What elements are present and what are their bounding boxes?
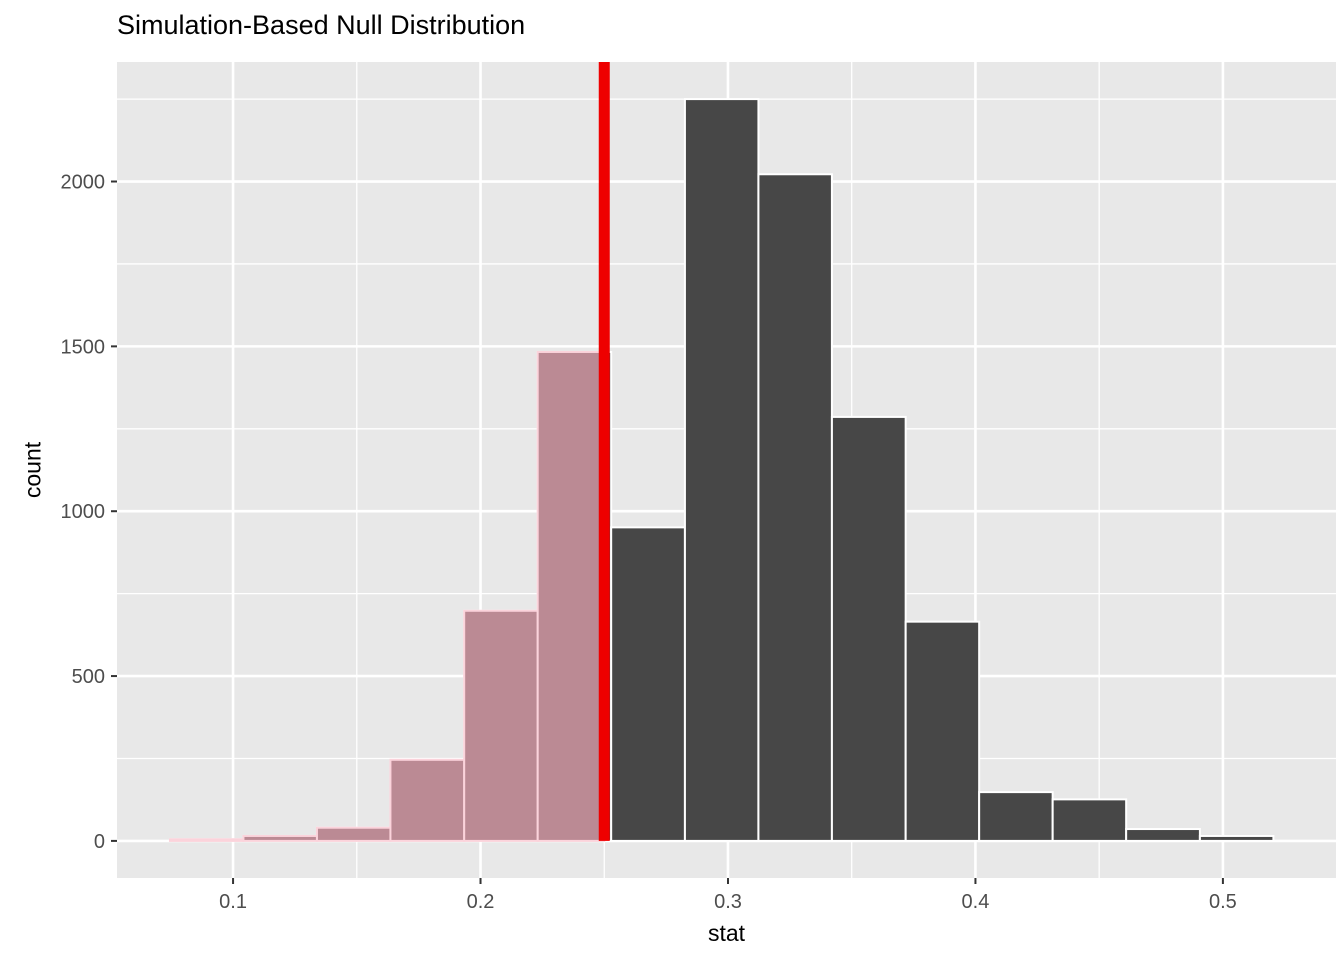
observed-stat-line [598, 62, 610, 841]
histogram-bar [1051, 798, 1128, 842]
histogram-bar [757, 173, 833, 842]
histogram-bar [1198, 834, 1275, 842]
y-tick-label: 1000 [61, 501, 106, 523]
histogram-bar [830, 415, 907, 842]
y-axis-title: count [19, 441, 46, 499]
x-tick-label: 0.3 [714, 891, 742, 913]
plot-title: Simulation-Based Null Distribution [117, 10, 526, 40]
shaded-p-value-bar [168, 838, 245, 842]
y-tick-label: 500 [72, 666, 105, 688]
shaded-p-value-bar [536, 350, 606, 842]
shaded-p-value-bar [389, 758, 466, 842]
shaded-p-value-bar [463, 609, 539, 842]
histogram-bar [1125, 828, 1201, 842]
histogram-bar [978, 791, 1054, 842]
y-tick-label: 2000 [61, 172, 106, 194]
x-axis-title: stat [707, 920, 746, 946]
y-tick-label: 0 [94, 831, 105, 853]
y-tick-label: 1500 [61, 336, 106, 358]
x-tick-label: 0.1 [219, 891, 247, 913]
histogram-bar [610, 526, 686, 842]
x-tick-label: 0.2 [467, 891, 495, 913]
x-tick-label: 0.5 [1209, 891, 1237, 913]
shaded-p-value-bar [242, 834, 318, 842]
histogram-bar [904, 620, 981, 842]
shaded-p-value-bar [315, 826, 392, 842]
histogram-bar [683, 98, 760, 842]
x-tick-label: 0.4 [962, 891, 990, 913]
